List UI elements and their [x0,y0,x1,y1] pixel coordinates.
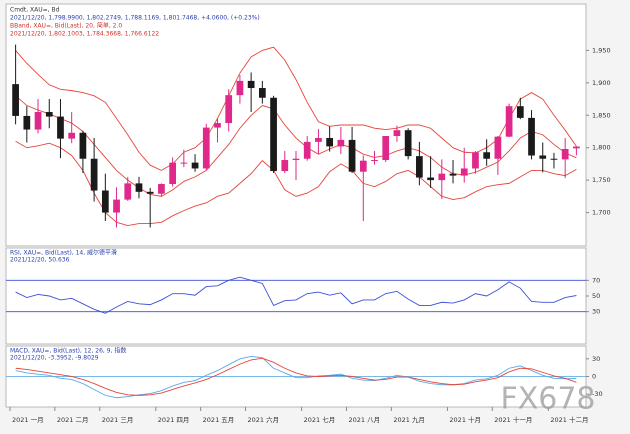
candle-body [416,156,423,178]
candle-body [315,137,322,142]
candle-body [483,152,491,159]
candle-body [191,162,199,169]
candle-body [561,149,569,160]
x-tick-label: 2021 七月 [304,415,336,424]
y-tick-label: 30 [592,308,600,316]
y-tick-label: 70 [592,276,600,284]
candle-body [270,97,277,172]
y-tick-label: 1,950 [592,46,611,54]
candle-body [472,152,479,169]
rsi-pane [5,247,587,345]
candle-body [68,132,76,139]
x-tick-label: 2021 五月 [203,416,235,424]
candle-body [79,132,87,159]
candle-body [180,162,188,164]
indicator-title: BBand, XAU=, Bid(Last), 20, 简单, 2.0 [10,22,122,30]
candle-body [90,158,98,191]
candle-body [124,183,132,200]
candle-body [404,130,412,157]
candle-body [516,106,524,118]
candle-body [348,139,356,172]
rsi-title: RSI, XAU=, Bid(Last), 14, 威尔德平滑 [10,249,117,257]
candle-body [528,117,535,156]
y-tick-label: 50 [592,292,600,300]
candle-body [158,184,165,194]
candle-body [135,183,143,192]
candle-body [45,112,53,117]
y-tick-label: 1,750 [592,176,611,184]
x-tick-label: 2021 三月 [102,416,134,424]
x-tick-label: 2021 四月 [158,416,190,424]
candle-body [113,199,120,213]
candle-body [214,123,221,128]
rsi-subtitle: 2021/12/20, 50.636 [10,257,70,264]
y-tick-label: 1,900 [592,79,611,87]
candle-body [303,141,311,159]
macd-subtitle: 2021/12/20, -3.3952, -9.8029 [10,355,99,362]
series-line [15,276,577,314]
candle-body [292,158,300,161]
series-line [15,357,577,396]
candle-body [101,190,109,213]
candle-body [12,84,19,116]
y-tick-label: 0 [592,373,596,381]
candle-body [393,130,401,137]
watermark: FX678 [500,382,595,417]
candle-body [258,88,266,98]
candle-body [539,155,547,159]
candle-body [505,106,513,137]
x-tick-label: 2021 八月 [348,416,380,424]
chart-subtitle: 2021/12/20, 1,798.9900, 1,802.2749, 1,78… [10,15,260,22]
macd-title: MACD, XAU=, Bid(Last), 12, 26, 9, 指数 [10,347,126,355]
candle-body [359,160,367,172]
indicator-subtitle: 2021/12/20, 1,802.1003, 1,784.3668, 1,76… [10,31,159,38]
y-tick-label: -30 [592,390,603,398]
y-tick-label: 1,850 [592,111,611,119]
y-tick-label: 1,700 [592,209,611,217]
series-line [15,95,577,197]
candle-body [146,191,154,194]
series-line [15,140,577,227]
candle-body [337,139,345,147]
candle-body [573,146,580,149]
x-tick-label: 2021 一月 [12,416,44,424]
candle-body [57,116,64,139]
candle-body [550,158,558,160]
x-tick-label: 2021 十二月 [550,415,588,424]
x-tick-label: 2021 六月 [248,415,280,424]
candle-body [202,127,210,169]
x-tick-label: 2021 二月 [57,416,89,424]
x-tick-label: 2021 十一月 [494,415,532,424]
series-line [15,46,577,171]
candle-body [449,173,457,176]
candle-body [382,136,390,161]
candle-body [169,162,176,185]
price-pane [5,3,587,247]
series-line [15,355,577,399]
candle-body [494,136,502,159]
candle-body [371,160,378,162]
y-tick-label: 30 [592,355,600,363]
y-tick-label: 1,800 [592,144,611,152]
candle-body [281,160,289,172]
chart-title: Cmdt, XAU=, Bd [10,7,60,14]
candle-body [34,112,42,130]
candle-body [460,168,468,176]
candle-body [326,137,334,147]
x-tick-label: 2021 十月 [449,415,481,424]
candle-body [23,115,31,130]
candle-body [225,95,233,124]
candle-body [247,80,255,89]
candle-body [438,173,446,181]
x-tick-label: 2021 九月 [393,415,425,424]
candle-body [236,80,244,96]
candle-body [427,177,434,181]
